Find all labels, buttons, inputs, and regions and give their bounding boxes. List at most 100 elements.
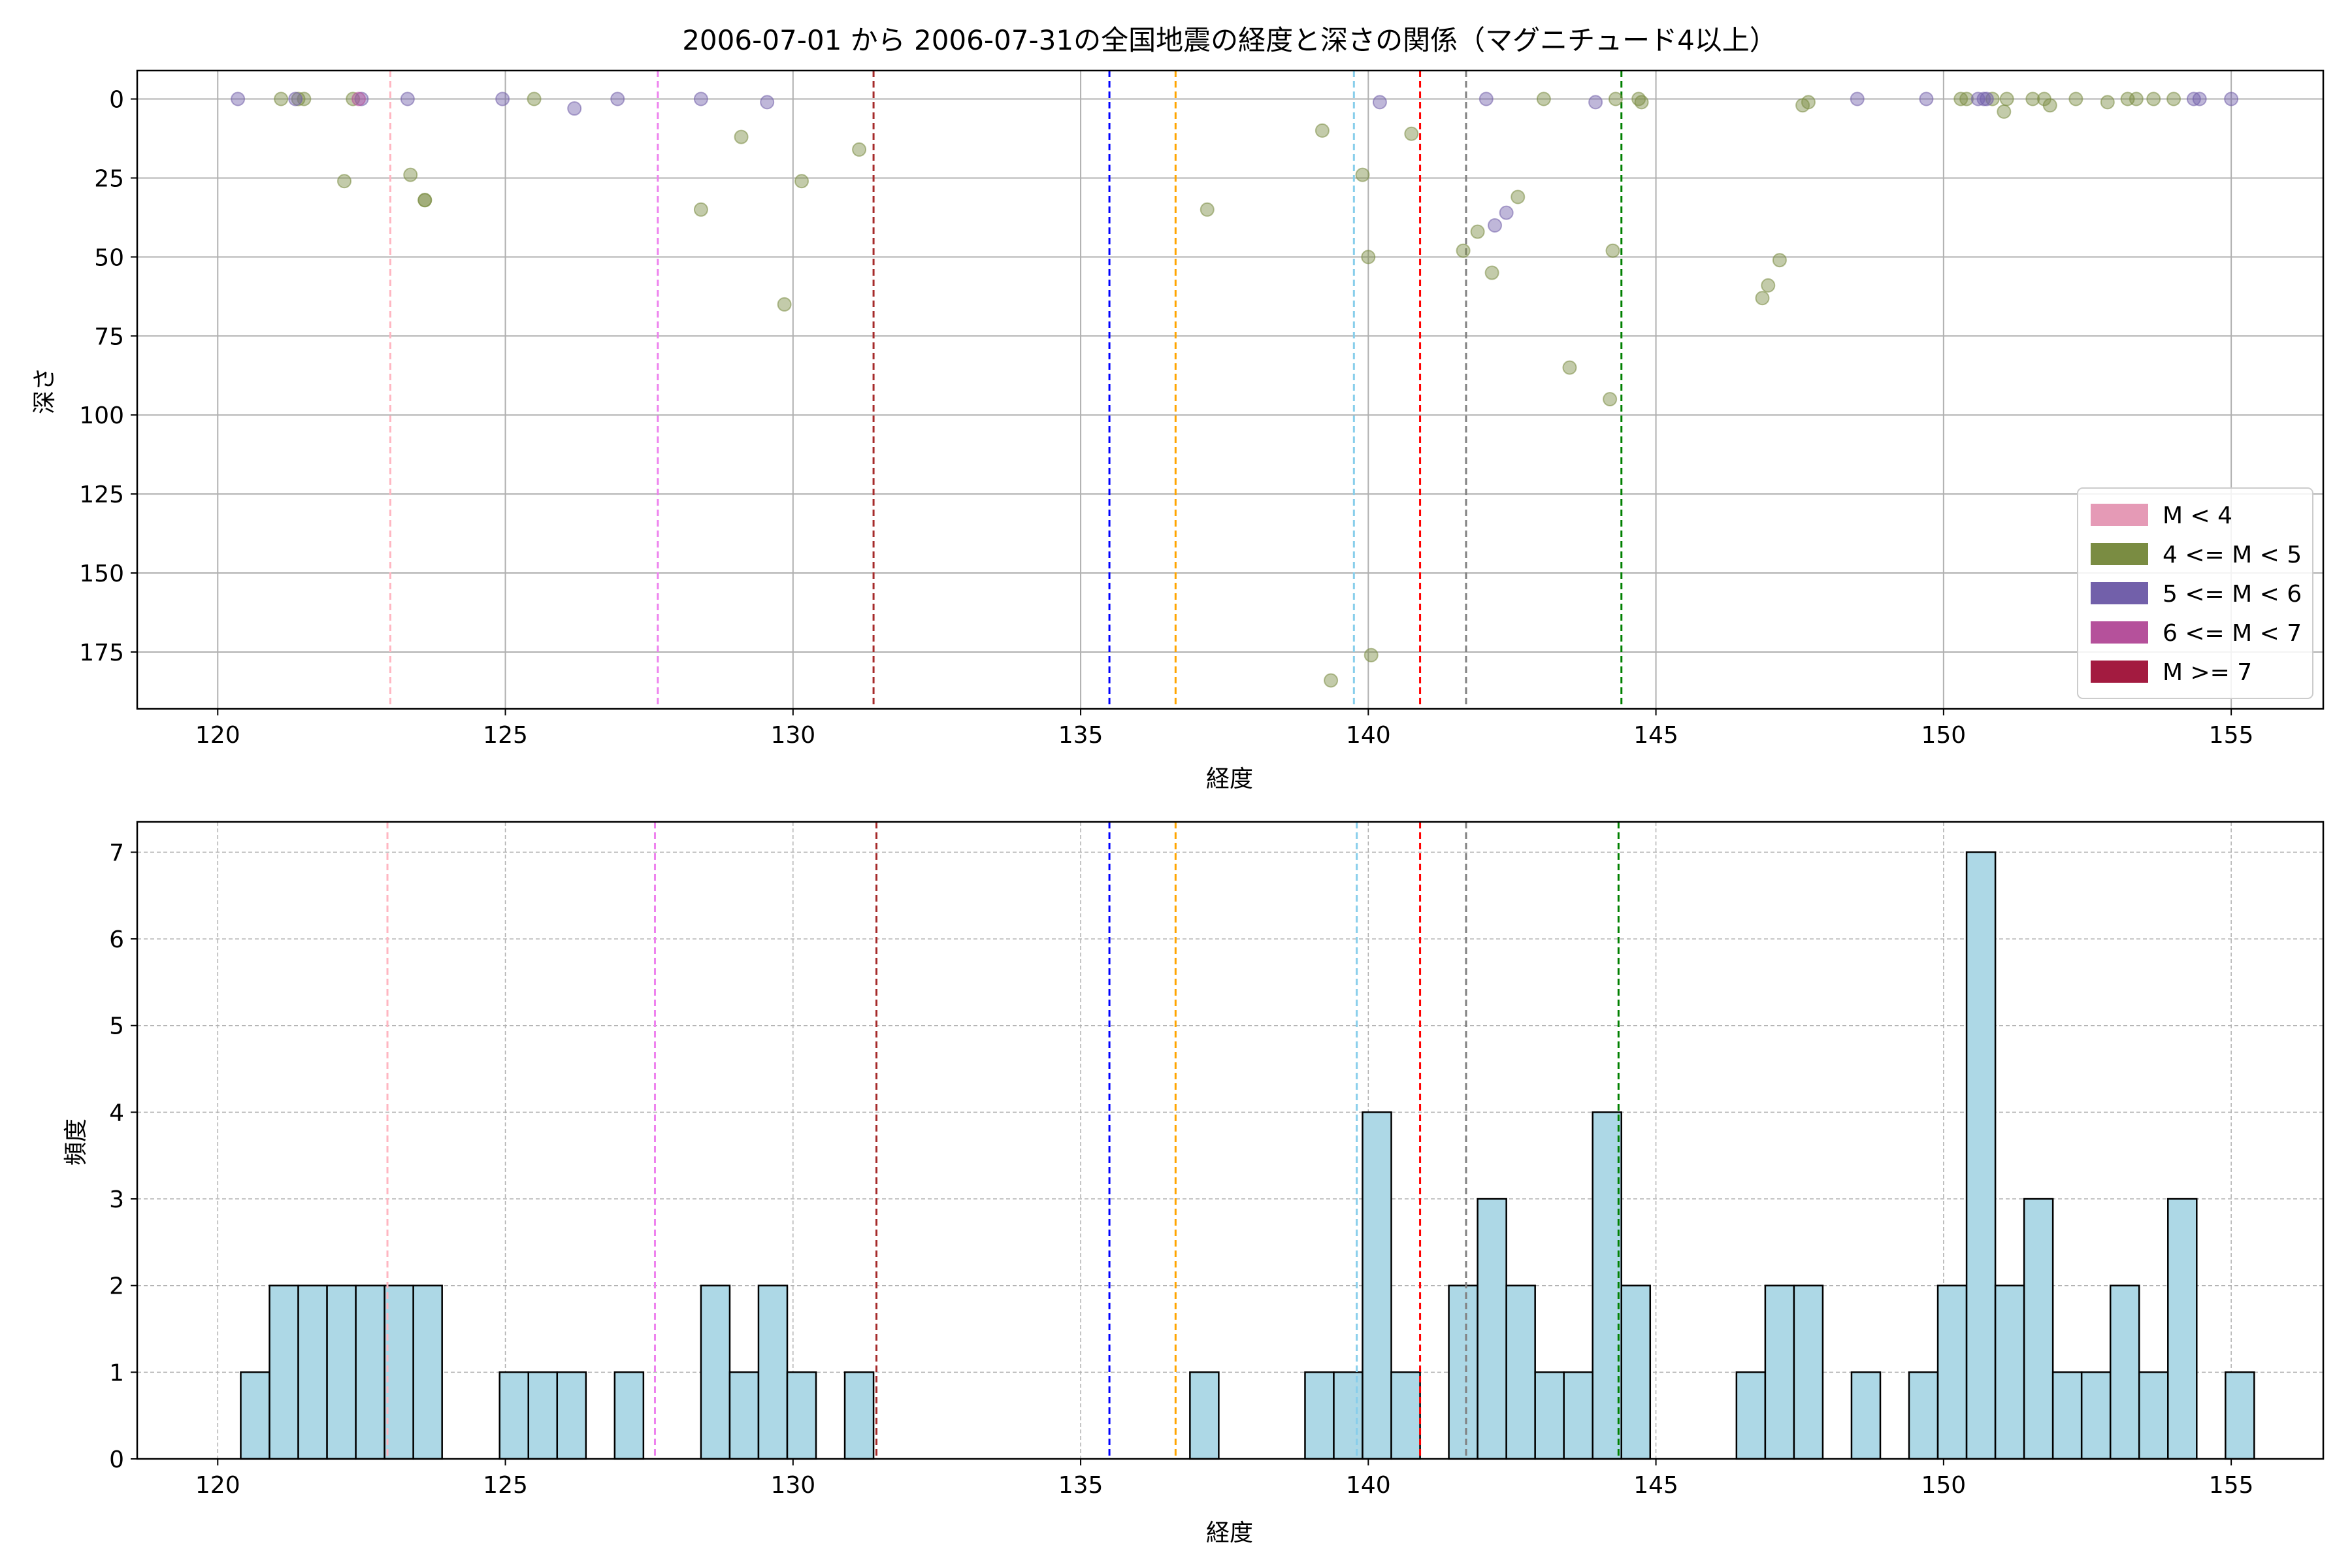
scatter-y-tick-label: 100 (79, 402, 124, 429)
scatter-point (693, 91, 708, 106)
legend: M < 4 4 <= M < 5 5 <= M < 6 6 <= M < 7 M >= … (2077, 487, 2313, 699)
histogram-bar (355, 1284, 385, 1460)
histogram-bar (1965, 851, 1997, 1460)
scatter-axes: 120 125 130 135 140 145 150 155 0 25 50 75 100 125 15… (31, 69, 2325, 792)
scatter-y-tick-label: 150 (79, 561, 124, 587)
scatter-point (351, 91, 367, 106)
scatter-point (1361, 250, 1376, 265)
scatter-point (1761, 278, 1776, 293)
histogram-y-tick-label: 6 (109, 926, 124, 953)
scatter-point (760, 95, 775, 110)
histogram-x-tick-label: 125 (483, 1472, 528, 1499)
histogram-bar (700, 1284, 731, 1460)
histogram-bar (1592, 1111, 1623, 1460)
scatter-point (1470, 224, 1485, 239)
scatter-y-tick-label: 125 (79, 482, 124, 508)
scatter-point (1456, 243, 1471, 258)
histogram-bar (2167, 1198, 2198, 1460)
scatter-x-tick-label: 130 (770, 722, 815, 749)
histogram-y-tick-label: 4 (109, 1100, 124, 1126)
histogram-bar (728, 1371, 760, 1460)
histogram-x-tick-label: 140 (1346, 1472, 1391, 1499)
scatter-point (1488, 218, 1503, 233)
scatter-point (1355, 167, 1370, 182)
histogram-bar (613, 1371, 645, 1460)
scatter-point (2192, 91, 2207, 106)
legend-swatch (2091, 582, 2148, 604)
scatter-point (693, 202, 708, 217)
histogram-axes: 120 125 130 135 140 145 150 155 0 1 2 3 4 5 6 7 経度 頻度 (63, 821, 2325, 1546)
histogram-x-tick-label: 135 (1058, 1472, 1103, 1499)
histogram-bar (1936, 1284, 1968, 1460)
scatter-point (1772, 253, 1787, 268)
scatter-points (231, 91, 2239, 688)
scatter-reference-lines (389, 71, 1623, 709)
scatter-point (495, 91, 510, 106)
histogram-x-tick-label: 120 (195, 1472, 240, 1499)
scatter-point (1484, 265, 1499, 280)
histogram-bar (1189, 1371, 1220, 1460)
histogram-bar (843, 1371, 875, 1460)
legend-swatch (2091, 621, 2148, 644)
histogram-bar (326, 1284, 357, 1460)
scatter-point (2100, 95, 2115, 110)
histogram-bar (1908, 1371, 1939, 1460)
histogram-bar (786, 1371, 817, 1460)
scatter-point (2186, 91, 2201, 106)
scatter-frame (136, 69, 2325, 710)
histogram-bar (2023, 1198, 2054, 1460)
histogram-bar (240, 1371, 270, 1460)
histogram-bar (297, 1284, 328, 1460)
scatter-point (2129, 91, 2144, 106)
legend-entry-label: 5 <= M < 6 (2163, 581, 2302, 608)
scatter-point (1755, 291, 1770, 306)
legend-entry-label: 6 <= M < 7 (2163, 620, 2302, 647)
scatter-x-tick-label: 145 (1633, 722, 1678, 749)
scatter-point (403, 167, 418, 182)
histogram-bar (1448, 1284, 1478, 1460)
scatter-grid (137, 71, 2323, 709)
scatter-point (1603, 392, 1618, 407)
histogram-y-axis-label: 頻度 (63, 1119, 90, 1166)
histogram-x-tick-label: 145 (1633, 1472, 1678, 1499)
histogram-y-tick-label: 7 (109, 840, 124, 866)
histogram-x-tick-label: 130 (770, 1472, 815, 1499)
scatter-point (1536, 91, 1551, 106)
scatter-point (1997, 104, 2012, 119)
legend-entry-label: 4 <= M < 5 (2163, 542, 2302, 568)
scatter-point (852, 142, 867, 157)
histogram-bar (1764, 1284, 1795, 1460)
scatter-point (336, 174, 351, 189)
scatter-point (1511, 189, 1526, 204)
histogram-bar (1390, 1371, 1421, 1460)
histogram-x-ticks: 120 125 130 135 140 145 150 155 (195, 1459, 2253, 1499)
scatter-point (1315, 123, 1330, 138)
scatter-point (400, 91, 415, 106)
scatter-point (231, 91, 246, 106)
scatter-y-tick-label: 25 (94, 165, 124, 192)
histogram-bar (2225, 1371, 2255, 1460)
histogram-bar (1563, 1371, 1593, 1460)
scatter-y-ticks: 0 25 50 75 100 125 150 175 (79, 87, 137, 666)
scatter-x-axis-label: 経度 (1206, 766, 1253, 792)
histogram-bar (1620, 1284, 1652, 1460)
legend-entry-label: M < 4 (2163, 502, 2232, 529)
histogram-y-tick-label: 0 (109, 1446, 124, 1473)
scatter-point (2146, 91, 2161, 106)
legend-swatch (2091, 504, 2148, 526)
histogram-bar (2138, 1371, 2169, 1460)
scatter-x-tick-label: 120 (195, 722, 240, 749)
scatter-point (567, 101, 582, 116)
scatter-x-tick-label: 150 (1921, 722, 1966, 749)
histogram-bar (1505, 1284, 1536, 1460)
histogram-bar (2051, 1371, 2083, 1460)
histogram-bar (757, 1284, 789, 1460)
histogram-bar (1994, 1284, 2025, 1460)
histogram-y-tick-label: 3 (109, 1186, 124, 1213)
scatter-point (1499, 205, 1514, 220)
histogram-frame (136, 821, 2325, 1460)
histogram-y-tick-label: 2 (109, 1273, 124, 1300)
scatter-point (288, 91, 303, 106)
legend-entry-label: M >= 7 (2163, 659, 2252, 686)
scatter-y-tick-label: 50 (94, 244, 124, 271)
